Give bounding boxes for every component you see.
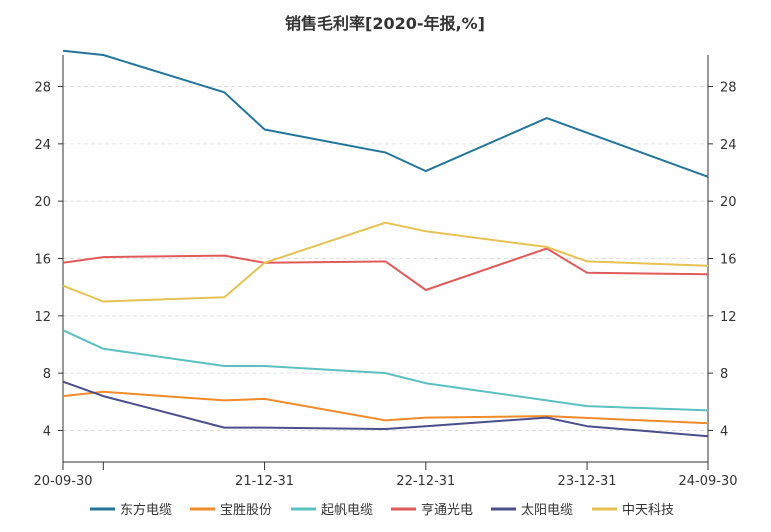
legend-item[interactable]: 中天科技 [592,503,674,518]
axes: 4 4 8 8 12 12 16 16 20 20 24 24 28 28 20-09-30 21-12-31… [33,55,738,489]
y-tick-label-right: 12 [720,310,737,325]
series-line-1 [62,49,709,178]
y-tick-label-left: 8 [43,367,51,382]
y-tick-label-left: 16 [34,253,51,268]
legend-label: 宝胜股份 [220,503,272,518]
y-tick-label-left: 12 [34,310,51,325]
y-tick-label-left: 4 [43,424,51,439]
y-tick-label-right: 4 [720,424,728,439]
legend[interactable]: 东方电缆 宝胜股份 起帆电缆 亨通光电 太阳电缆 中天科技 [90,502,674,518]
y-tick-label-right: 8 [720,367,728,382]
y-tick-label-right: 16 [720,253,737,268]
series-line-6 [62,221,709,303]
series-line-4 [62,247,709,291]
gridlines [63,86,708,431]
chart-title: 销售毛利率[2020-年报,%] [285,14,485,33]
y-tick-label-left: 24 [34,138,51,153]
legend-item[interactable]: 亨通光电 [391,502,473,518]
x-tick-label: 20-09-30 [33,474,92,489]
series-line-3 [62,329,709,412]
legend-item[interactable]: 宝胜股份 [190,503,272,518]
x-tick-label: 23-12-31 [558,474,617,489]
y-tick-label-left: 20 [34,195,51,210]
legend-label: 太阳电缆 [521,502,573,518]
x-tick-label: 22-12-31 [396,474,455,489]
legend-label: 起帆电缆 [321,502,373,518]
x-tick-label: 24-09-30 [678,474,737,489]
legend-item[interactable]: 起帆电缆 [291,502,373,518]
legend-item[interactable]: 东方电缆 [90,502,172,518]
y-tick-label-left: 28 [34,81,51,96]
y-tick-label-right: 20 [720,195,737,210]
legend-label: 东方电缆 [120,502,172,518]
y-tick-label-right: 24 [720,138,737,153]
legend-label: 亨通光电 [421,502,473,518]
y-tick-label-right: 28 [720,81,737,96]
legend-item[interactable]: 太阳电缆 [491,502,573,518]
series-line-5 [62,380,709,438]
series-lines [62,49,709,438]
series-line-2 [62,390,709,425]
x-tick-label: 21-12-31 [235,474,294,489]
legend-label: 中天科技 [622,503,674,518]
